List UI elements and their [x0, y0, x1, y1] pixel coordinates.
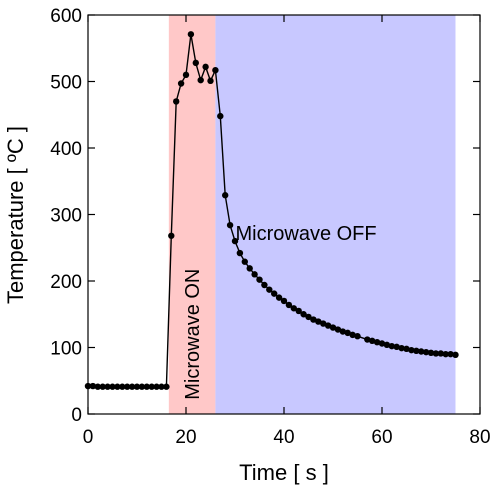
- data-point: [418, 348, 425, 355]
- region-label-off: Microwave OFF: [235, 223, 376, 245]
- data-point: [158, 383, 165, 390]
- y-axis-title: Temperature [ ºC ]: [3, 126, 28, 304]
- data-point: [99, 383, 106, 390]
- x-tick-label: 80: [469, 427, 490, 448]
- data-point: [187, 31, 195, 38]
- y-tick-label: 100: [50, 339, 82, 360]
- data-point: [104, 383, 111, 390]
- data-point: [138, 383, 146, 390]
- x-tick-label: 0: [83, 427, 94, 448]
- data-point: [266, 286, 273, 293]
- data-point: [251, 271, 258, 278]
- data-point: [334, 326, 342, 333]
- data-point: [128, 383, 136, 390]
- data-point: [236, 249, 244, 257]
- data-point: [246, 265, 253, 272]
- y-tick-label: 500: [50, 73, 82, 94]
- data-point: [261, 281, 268, 289]
- data-point: [290, 305, 297, 312]
- data-point: [354, 332, 361, 340]
- data-point: [109, 383, 116, 390]
- data-point: [408, 346, 415, 354]
- data-point: [173, 98, 180, 105]
- x-axis-title: Time [ s ]: [239, 460, 329, 485]
- data-point: [344, 329, 351, 337]
- data-point: [442, 350, 449, 358]
- data-point: [447, 350, 454, 358]
- data-point: [310, 316, 317, 323]
- series-layer: [84, 31, 459, 390]
- data-point: [197, 76, 204, 84]
- data-point: [369, 337, 376, 345]
- data-point: [364, 336, 371, 343]
- data-point: [452, 351, 459, 359]
- data-point: [320, 320, 327, 327]
- data-point: [202, 63, 209, 71]
- data-point: [388, 342, 395, 350]
- data-point: [168, 232, 175, 239]
- data-point: [378, 340, 386, 347]
- x-tick-label: 20: [175, 427, 196, 448]
- data-point: [339, 328, 346, 335]
- data-point: [207, 77, 214, 85]
- regions-layer: [168, 15, 456, 414]
- data-point: [94, 383, 102, 390]
- data-point: [280, 297, 288, 305]
- data-point: [217, 112, 224, 120]
- data-point: [119, 383, 126, 390]
- data-point: [427, 349, 435, 357]
- data-point: [226, 221, 234, 229]
- data-point: [383, 341, 391, 349]
- data-point: [163, 383, 170, 390]
- y-tick-label: 200: [50, 272, 82, 293]
- y-tick-label: 300: [50, 206, 82, 227]
- data-point: [114, 383, 121, 390]
- data-point: [124, 383, 131, 390]
- data-point: [315, 318, 322, 325]
- data-point: [192, 59, 199, 67]
- data-point: [305, 313, 312, 321]
- data-point: [403, 345, 410, 353]
- data-point: [231, 237, 239, 245]
- data-point: [413, 347, 420, 355]
- data-point: [437, 350, 444, 357]
- data-point: [271, 290, 278, 297]
- data-point: [222, 192, 229, 199]
- data-point: [148, 383, 155, 390]
- data-point: [182, 71, 190, 79]
- data-point: [398, 344, 405, 352]
- data-point: [393, 343, 400, 351]
- y-tick-label: 0: [71, 405, 82, 426]
- data-point: [432, 350, 440, 357]
- data-point: [241, 258, 248, 265]
- data-point: [89, 382, 97, 390]
- region-off: [215, 15, 456, 414]
- y-tick-label: 600: [50, 6, 82, 27]
- data-point: [324, 322, 332, 329]
- data-point: [295, 307, 302, 315]
- labels-layer: Microwave ON Microwave OFF: [182, 223, 376, 400]
- data-point: [285, 301, 293, 309]
- data-point: [143, 383, 150, 390]
- data-point: [349, 331, 356, 339]
- data-point: [212, 66, 219, 74]
- region-label-on: Microwave ON: [182, 269, 204, 400]
- data-point: [256, 276, 263, 283]
- data-point: [422, 348, 430, 356]
- data-point: [133, 383, 141, 390]
- x-tick-label: 60: [371, 427, 392, 448]
- data-point: [373, 338, 381, 346]
- data-point: [329, 324, 337, 331]
- data-point: [177, 80, 185, 87]
- y-tick-label: 400: [50, 139, 82, 160]
- x-tick-label: 40: [273, 427, 294, 448]
- ticks-layer: 0 20 40 60 80 0 100 200 300 400 500 600: [50, 6, 490, 448]
- data-point: [275, 294, 283, 301]
- data-point: [300, 311, 307, 318]
- data-point: [153, 383, 160, 390]
